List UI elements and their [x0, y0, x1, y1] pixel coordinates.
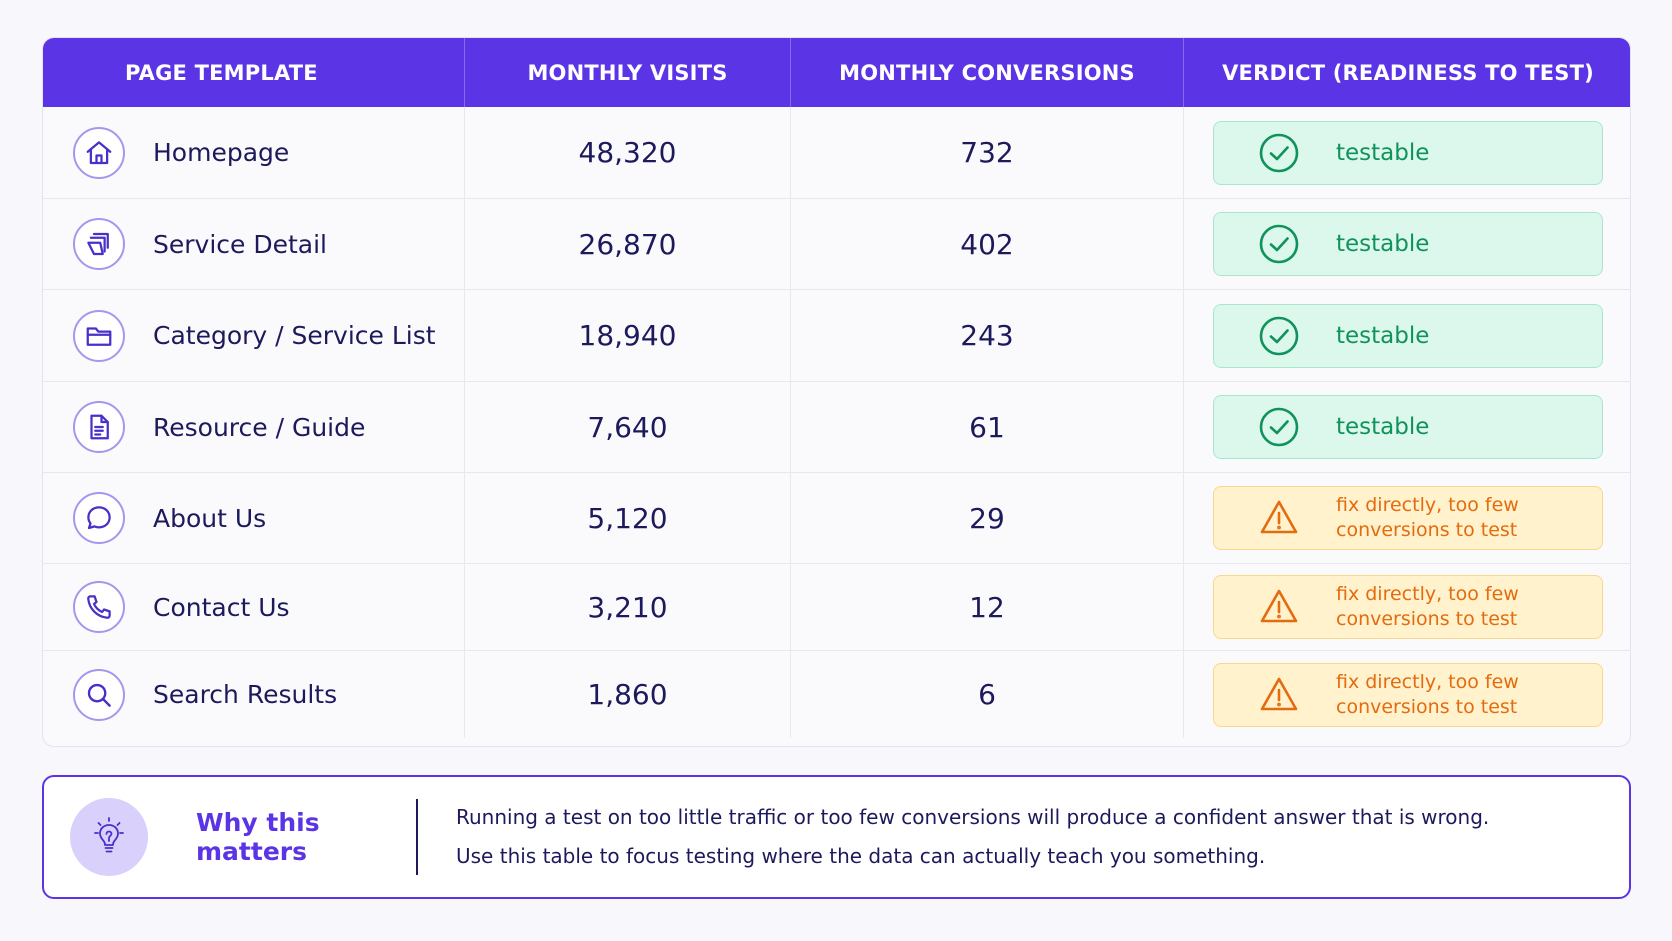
verdict-text: fix directly, too few conversions to tes…	[1336, 583, 1519, 630]
page-name: Contact Us	[153, 592, 290, 622]
verdict-text: testable	[1336, 139, 1430, 166]
verdict-badge: fix directly, too few conversions to tes…	[1213, 486, 1603, 550]
check-circle-icon	[1259, 316, 1299, 355]
visits-cell: 1,860	[465, 651, 791, 738]
table-body: Homepage 48,320 732 testable	[43, 107, 1630, 738]
home-icon	[73, 126, 125, 179]
callout-body: Running a test on too little traffic or …	[456, 798, 1489, 876]
page-cell: About Us	[43, 473, 465, 563]
callout-line-2: Use this table to focus testing where th…	[456, 844, 1266, 868]
table-row: Search Results 1,860 6 fix directly, too…	[43, 651, 1630, 738]
monthly-visits-value: 5,120	[587, 501, 668, 535]
check-circle-icon	[1259, 133, 1299, 172]
verdict-badge: fix directly, too few conversions to tes…	[1213, 575, 1603, 639]
header-page-template: PAGE TEMPLATE	[43, 38, 465, 107]
page-template-table: PAGE TEMPLATE MONTHLY VISITS MONTHLY CON…	[42, 37, 1631, 747]
page-name: About Us	[153, 503, 267, 533]
monthly-conversions-value: 732	[960, 136, 1014, 169]
header-monthly-conversions: MONTHLY CONVERSIONS	[791, 38, 1184, 107]
search-icon	[73, 668, 125, 721]
page-cell: Category / Service List	[43, 290, 465, 381]
verdict-cell: testable	[1184, 107, 1630, 198]
page-name: Search Results	[153, 680, 338, 709]
callout-divider	[416, 799, 418, 875]
verdict-text: testable	[1336, 322, 1430, 349]
monthly-visits-value: 1,860	[587, 678, 668, 711]
monthly-conversions-value: 6	[978, 678, 996, 711]
page-name: Service Detail	[153, 229, 327, 259]
page-name: Resource / Guide	[153, 412, 366, 442]
lightbulb-icon	[70, 798, 148, 876]
callout-title: Why this matters	[196, 808, 320, 866]
table-row: Homepage 48,320 732 testable	[43, 107, 1630, 199]
monthly-visits-value: 7,640	[587, 410, 668, 444]
verdict-cell: fix directly, too few conversions to tes…	[1184, 564, 1630, 650]
conversions-cell: 243	[791, 290, 1184, 381]
visits-cell: 48,320	[465, 107, 791, 198]
visits-cell: 26,870	[465, 199, 791, 289]
monthly-conversions-value: 61	[969, 410, 1005, 444]
conversions-cell: 12	[791, 564, 1184, 650]
page-cell: Homepage	[43, 107, 465, 198]
verdict-cell: testable	[1184, 199, 1630, 289]
page-cell: Search Results	[43, 651, 465, 738]
verdict-badge: testable	[1213, 120, 1603, 185]
layers-icon	[73, 218, 125, 270]
visits-cell: 18,940	[465, 290, 791, 381]
verdict-text: fix directly, too few conversions to tes…	[1336, 494, 1519, 541]
monthly-visits-value: 3,210	[587, 590, 668, 624]
visits-cell: 7,640	[465, 382, 791, 472]
check-circle-icon	[1259, 407, 1299, 447]
table-row: Contact Us 3,210 12 fix directly, too fe…	[43, 564, 1630, 651]
monthly-visits-value: 18,940	[578, 319, 677, 352]
verdict-text: testable	[1336, 414, 1430, 440]
verdict-text: fix directly, too few conversions to tes…	[1336, 670, 1519, 718]
verdict-badge: testable	[1213, 212, 1603, 276]
verdict-badge: fix directly, too few conversions to tes…	[1213, 662, 1603, 727]
folder-icon	[73, 309, 125, 362]
verdict-badge: testable	[1213, 395, 1603, 459]
table-row: Resource / Guide 7,640 61 testable	[43, 382, 1630, 473]
verdict-cell: fix directly, too few conversions to tes…	[1184, 473, 1630, 563]
visits-cell: 5,120	[465, 473, 791, 563]
verdict-badge: testable	[1213, 303, 1603, 368]
verdict-text: testable	[1336, 231, 1430, 257]
monthly-conversions-value: 402	[960, 227, 1014, 261]
document-icon	[73, 401, 125, 453]
page-name: Category / Service List	[153, 321, 436, 350]
page-cell: Resource / Guide	[43, 382, 465, 472]
header-verdict: VERDICT (READINESS TO TEST)	[1222, 60, 1594, 85]
conversions-cell: 6	[791, 651, 1184, 738]
visits-cell: 3,210	[465, 564, 791, 650]
check-circle-icon	[1259, 224, 1299, 264]
warning-triangle-icon	[1260, 589, 1298, 623]
monthly-visits-value: 26,870	[578, 227, 677, 261]
page-name: Homepage	[153, 138, 290, 167]
table-header: PAGE TEMPLATE MONTHLY VISITS MONTHLY CON…	[43, 38, 1630, 107]
page-cell: Contact Us	[43, 564, 465, 650]
monthly-conversions-value: 243	[960, 319, 1014, 352]
table-row: About Us 5,120 29 fix directly, too few …	[43, 473, 1630, 564]
monthly-conversions-value: 12	[969, 590, 1005, 624]
chat-bubble-icon	[73, 492, 125, 544]
verdict-cell: testable	[1184, 382, 1630, 472]
why-this-matters-callout: Why this matters Running a test on too l…	[42, 775, 1631, 899]
monthly-visits-value: 48,320	[578, 136, 677, 169]
conversions-cell: 732	[791, 107, 1184, 198]
conversions-cell: 29	[791, 473, 1184, 563]
conversions-cell: 402	[791, 199, 1184, 289]
table-row: Category / Service List 18,940 243 testa…	[43, 290, 1630, 382]
phone-icon	[73, 581, 125, 633]
warning-triangle-icon	[1260, 500, 1298, 534]
page-cell: Service Detail	[43, 199, 465, 289]
conversions-cell: 61	[791, 382, 1184, 472]
header-monthly-visits: MONTHLY VISITS	[465, 38, 791, 107]
verdict-cell: testable	[1184, 290, 1630, 381]
verdict-cell: fix directly, too few conversions to tes…	[1184, 651, 1630, 738]
warning-triangle-icon	[1260, 677, 1298, 710]
callout-line-1: Running a test on too little traffic or …	[456, 805, 1490, 829]
table-row: Service Detail 26,870 402 testable	[43, 199, 1630, 290]
monthly-conversions-value: 29	[969, 501, 1005, 535]
